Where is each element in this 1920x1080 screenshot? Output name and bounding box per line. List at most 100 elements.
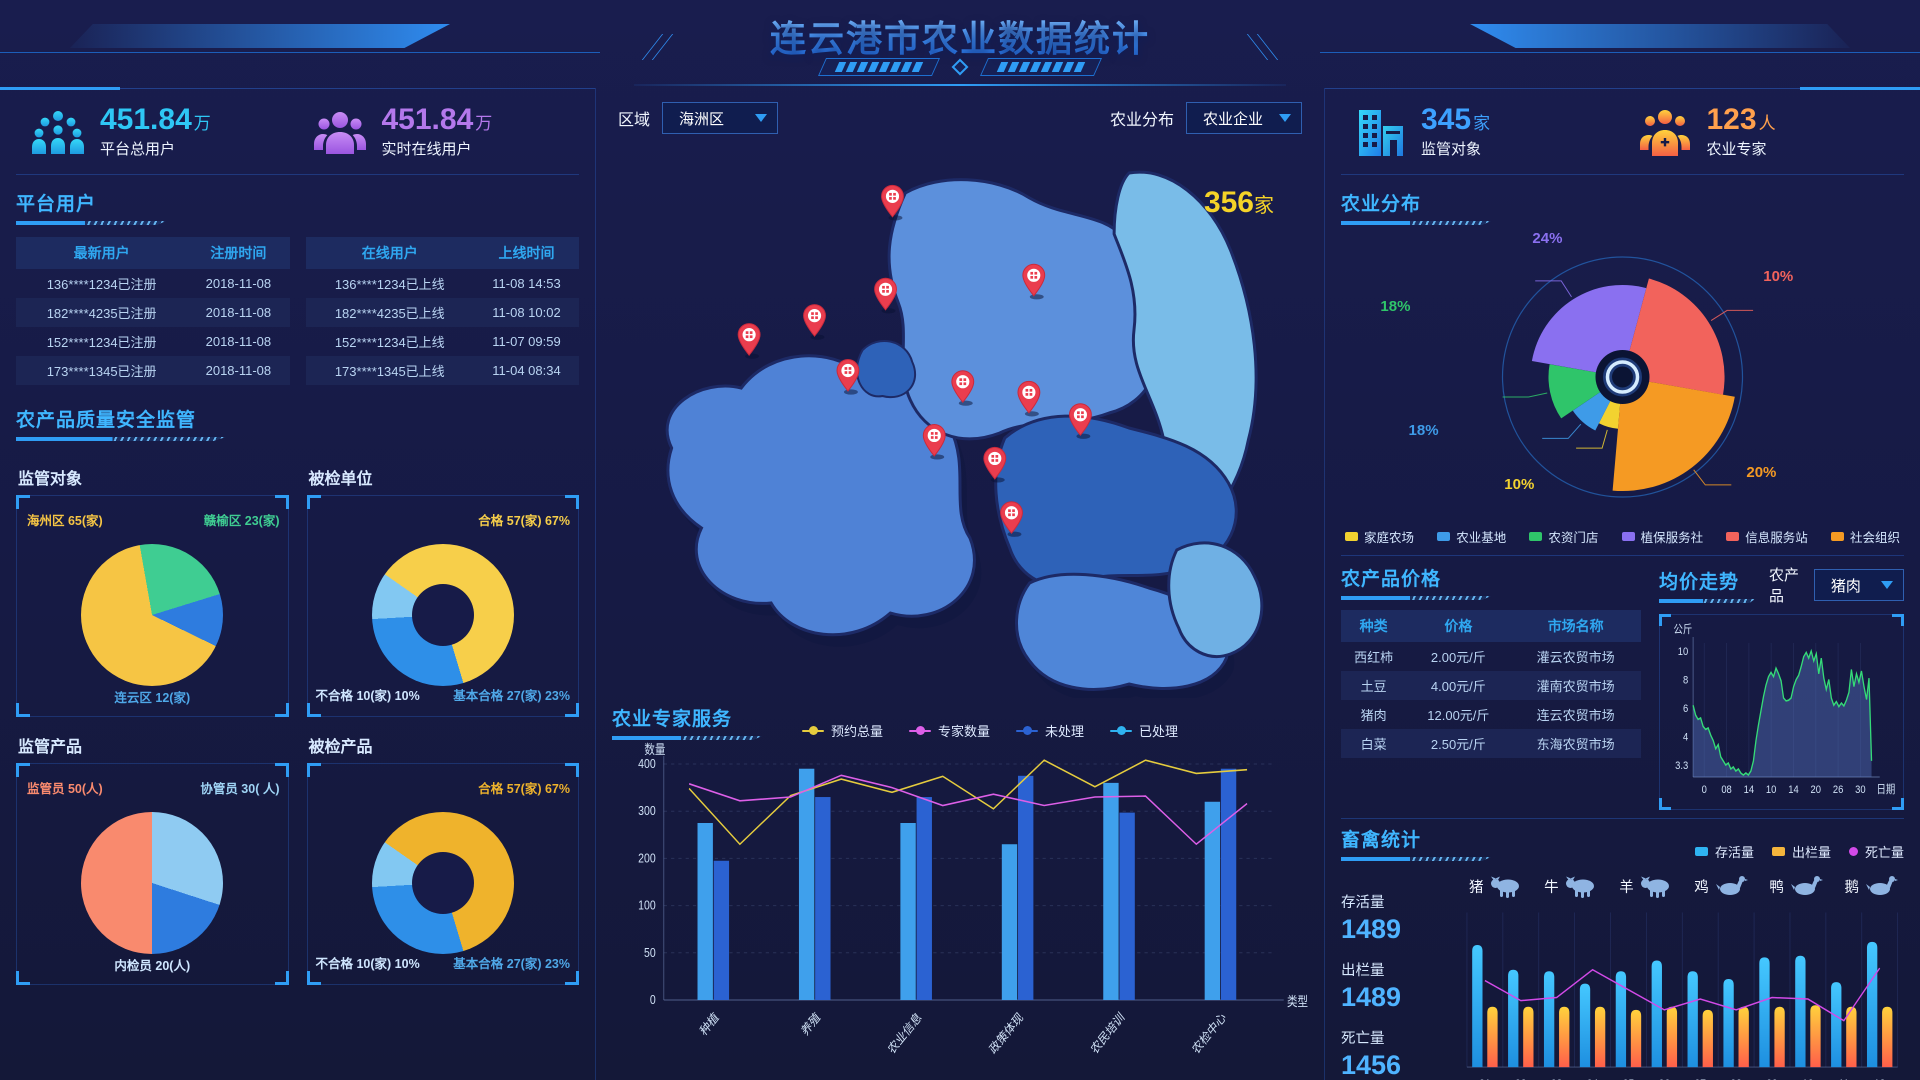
flag-pin-icon[interactable] [1068, 403, 1092, 439]
home-pin-icon[interactable] [803, 304, 826, 340]
legend-item[interactable]: 已处理 [1110, 721, 1178, 740]
legend-item[interactable]: 家庭农场 [1345, 527, 1414, 546]
bar-出栏量 [1559, 1006, 1570, 1068]
map-district-southeast[interactable] [1167, 541, 1264, 658]
bar-存活量 [1472, 944, 1483, 1068]
legend-item[interactable]: 死亡量 [1848, 842, 1904, 861]
animal-tab-羊[interactable]: 羊 [1619, 874, 1673, 898]
stat-label: 监管对象 [1421, 140, 1482, 158]
svg-text:100: 100 [638, 898, 656, 913]
bar-未处理 [1119, 812, 1135, 1000]
table-row: 182****4235已注册 2018-11-08 [16, 298, 290, 327]
animal-tab-鹅[interactable]: 鹅 [1844, 874, 1898, 898]
rose-pct-label: 10% [1763, 268, 1794, 286]
month-label: 01 [1479, 1078, 1490, 1080]
product-select[interactable]: 猪肉 [1813, 569, 1904, 601]
svg-text:26: 26 [1833, 783, 1844, 796]
category-label: 农业信息 [886, 1009, 925, 1057]
list-pin-icon[interactable] [874, 277, 897, 314]
bar-出栏量 [1882, 1006, 1893, 1068]
deco-diamond [951, 58, 969, 76]
users-icon [32, 110, 84, 154]
grid-pin-icon[interactable] [881, 184, 904, 221]
image-pin-icon[interactable] [1017, 380, 1041, 417]
pie-box: 合格 57(家) 67% 基本合格 27(家) 23% 不合格 10(家) 10% [306, 763, 579, 985]
header-baseline [633, 84, 1287, 86]
tools-pin-icon[interactable] [1000, 501, 1023, 537]
stat-agri-experts: 123 人 农业专家 [1623, 104, 1905, 159]
legend-item[interactable]: 未处理 [1016, 721, 1084, 740]
bar-存活量 [1759, 957, 1770, 1068]
table-cell: 东海农贸市场 [1536, 737, 1615, 752]
legend-item[interactable]: 植保服务社 [1621, 527, 1703, 546]
region-select-value: 海洲区 [679, 110, 725, 128]
section-underline [16, 437, 226, 441]
bookmark-pin-icon[interactable] [1022, 263, 1046, 300]
animal-tab-鸡[interactable]: 鸡 [1694, 874, 1748, 898]
section-distribution: 农业分布 [1341, 189, 1904, 225]
legend-item[interactable]: 社会组织 [1830, 527, 1900, 546]
map-count-value: 356 [1203, 186, 1254, 219]
livestock-section: 畜禽统计 存活量 出栏量 死亡量 存活量 1489 出栏量 1489 死亡量 1456 猪牛羊… [1341, 818, 1904, 1080]
column-header: 市场名称 [1510, 610, 1641, 642]
table-cell: 4.00元/斤 [1430, 679, 1486, 694]
section-title: 均价走势 [1659, 572, 1740, 593]
location-pin-icon[interactable] [951, 370, 975, 406]
truck-pin-icon[interactable] [922, 424, 946, 460]
table-row: 土豆 4.00元/斤 灌南农贸市场 [1341, 671, 1641, 700]
city-map: 356家 [612, 138, 1308, 702]
legend-marker [802, 726, 824, 735]
pie-slice-label: 内检员 20(人) [114, 959, 191, 973]
legend-marker [1016, 726, 1039, 735]
month-label: 04 [1587, 1078, 1598, 1080]
legend-item[interactable]: 信息服务站 [1726, 527, 1808, 546]
legend-item[interactable]: 存活量 [1694, 842, 1754, 861]
deco-bars-left [817, 58, 941, 76]
table-cell: 2.00元/斤 [1430, 650, 1486, 665]
legend-item[interactable]: 专家数量 [909, 721, 990, 740]
pie-slice-label: 连云区 12(家) [114, 691, 191, 705]
animal-tab-牛[interactable]: 牛 [1544, 874, 1598, 898]
register-table: 最新用户 注册时间 136****1234已注册 2018-11-08 182****4… [16, 237, 290, 385]
animal-tab-猪[interactable]: 猪 [1469, 874, 1523, 898]
rose-slice-社会组织[interactable] [1612, 377, 1735, 492]
person-pin-icon[interactable] [836, 359, 860, 395]
animal-label: 牛 [1544, 879, 1559, 896]
animal-tab-鸭[interactable]: 鸭 [1769, 874, 1823, 898]
rose-slice-信息服务站[interactable] [1622, 278, 1725, 395]
table-cell: 灌南农贸市场 [1536, 679, 1615, 694]
legend-marker [1726, 531, 1740, 541]
bar-出栏量 [1594, 1006, 1606, 1068]
legend-item[interactable]: 农业基地 [1437, 527, 1506, 546]
animal-label: 猪 [1469, 879, 1484, 896]
svg-text:10: 10 [1766, 783, 1777, 796]
shop-pin-icon[interactable] [983, 447, 1007, 483]
table-cell: 12.00元/斤 [1427, 708, 1490, 723]
month-label: 02 [1515, 1078, 1526, 1080]
bar-未处理 [713, 860, 730, 1000]
legend-item[interactable]: 农资门店 [1529, 527, 1598, 546]
header-right-line [1320, 52, 1920, 53]
region-select[interactable]: 海洲区 [662, 102, 779, 134]
pie-cell: 被检产品 合格 57(家) 67% 基本合格 27(家) 23% 不合格 10(家) … [306, 727, 579, 985]
pie-slice-label: 不合格 10(家) 10% [315, 957, 420, 971]
svg-text:400: 400 [638, 756, 656, 771]
legend-item[interactable]: 出栏量 [1771, 842, 1831, 861]
legend-item[interactable]: 预约总量 [802, 721, 883, 740]
cattle-icon [1565, 876, 1594, 898]
map-district-west[interactable] [665, 354, 976, 637]
map-district-small[interactable] [856, 340, 917, 399]
distribution-select[interactable]: 农业企业 [1186, 102, 1302, 134]
section-title: 农业专家服务 [612, 709, 733, 730]
livestock-legend: 存活量 出栏量 死亡量 [1694, 842, 1904, 861]
pie-box: 赣榆区 23(家) 连云区 12(家) 海州区 65(家) [16, 495, 289, 717]
svg-text:日期: 日期 [1876, 783, 1895, 796]
section-underline [1341, 857, 1491, 861]
section-underline [612, 736, 762, 740]
globe-pin-icon[interactable] [737, 323, 761, 359]
bar-出栏量 [1810, 1005, 1821, 1068]
stat-unit: 家 [1473, 114, 1491, 134]
online-users-icon [313, 111, 366, 154]
section-title: 农产品价格 [1341, 569, 1442, 590]
category-label: 种植 [698, 1009, 722, 1038]
